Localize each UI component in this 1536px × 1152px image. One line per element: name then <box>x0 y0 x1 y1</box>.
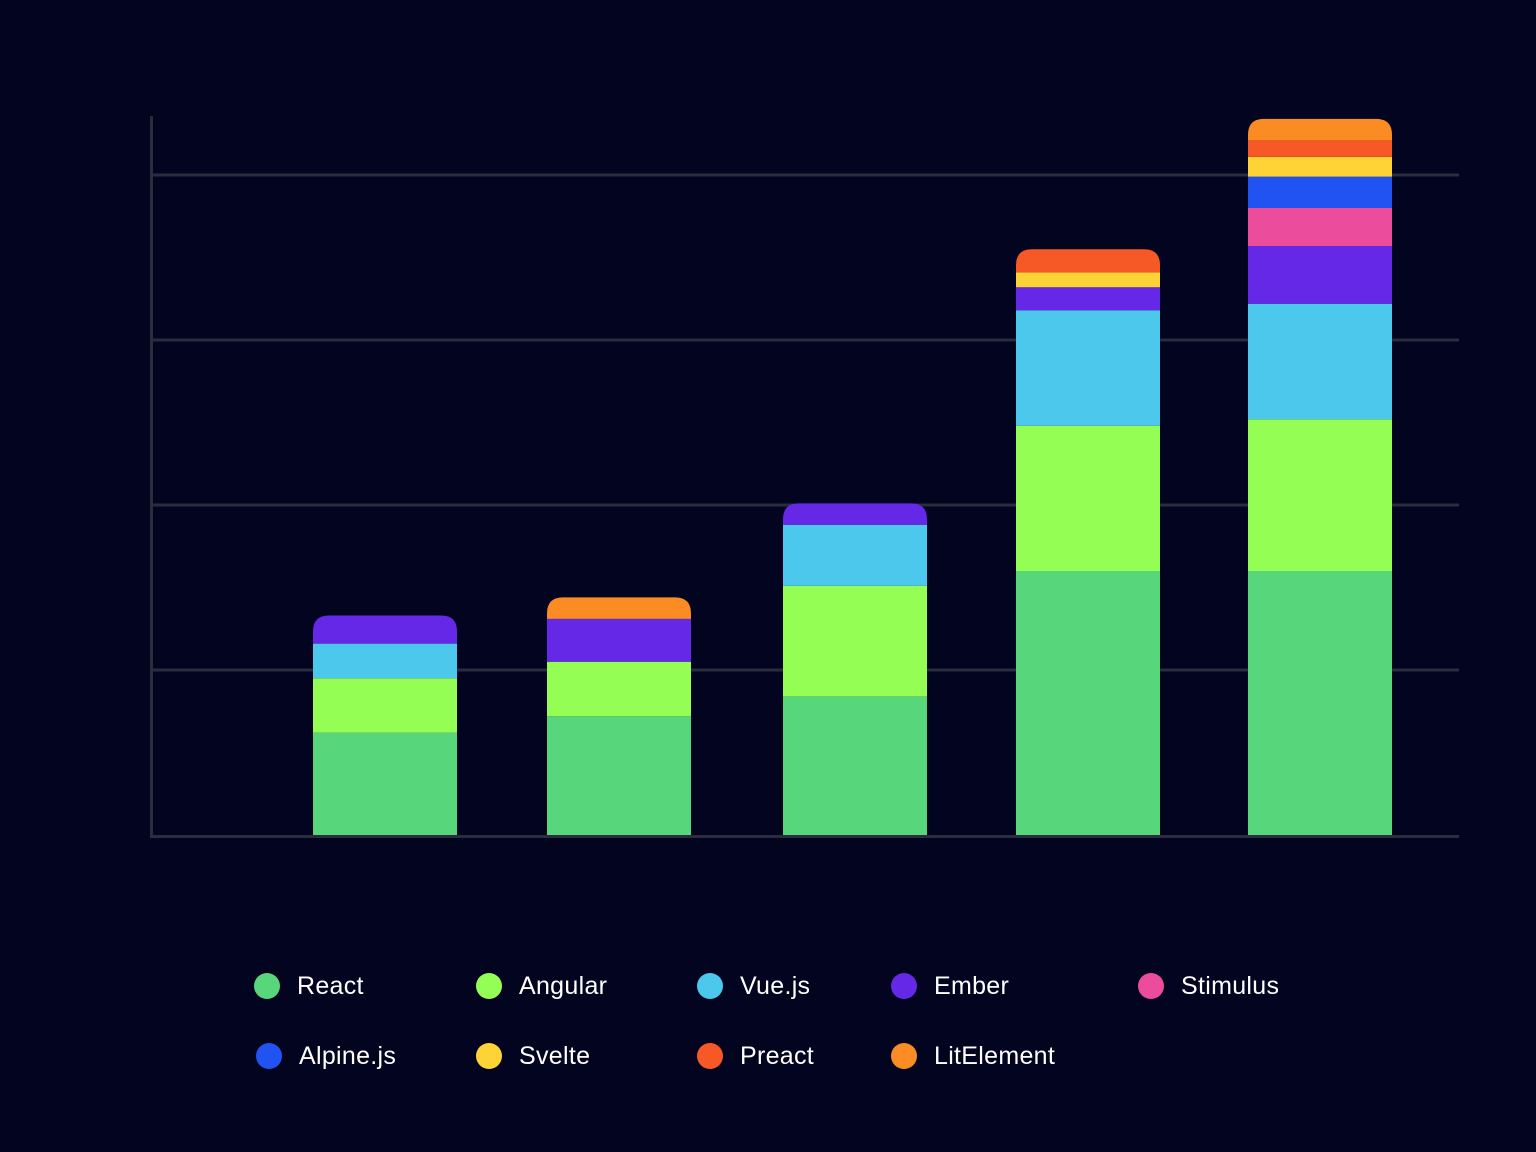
legend-swatch <box>891 1043 917 1069</box>
legend-label: Stimulus <box>1181 971 1280 1000</box>
bar-segment-ember <box>783 503 927 525</box>
legend-swatch <box>1138 973 1164 999</box>
legend-swatch <box>891 973 917 999</box>
legend-label: Vue.js <box>740 971 811 1000</box>
bar-segment-ember <box>547 618 691 662</box>
legend-label: LitElement <box>934 1041 1056 1070</box>
bar-segment-litelement <box>547 597 691 619</box>
bar-segment-react <box>1248 571 1392 835</box>
bar-segment-vuejs <box>783 524 927 586</box>
bar-segment-preact <box>1248 140 1392 157</box>
legend-item-vuejs: Vue.js <box>697 970 810 1002</box>
bar-segment-ember <box>1248 245 1392 304</box>
legend-label: React <box>297 971 364 1000</box>
bar-stack <box>1248 118 1392 835</box>
legend-swatch <box>697 973 723 999</box>
legend-item-stimulus: Stimulus <box>1138 970 1279 1002</box>
legend-label: Angular <box>519 971 608 1000</box>
bar-segment-svelte <box>1016 272 1160 288</box>
bars <box>313 118 1392 835</box>
bar-segment-angular <box>1248 419 1392 571</box>
bar-segment-svelte <box>1248 156 1392 177</box>
bar-segment-react <box>1016 571 1160 835</box>
legend-item-angular: Angular <box>476 970 607 1002</box>
bar-segment-litelement <box>1248 118 1392 141</box>
bar-segment-vuejs <box>313 643 457 679</box>
bar-segment-alpinejs <box>1248 176 1392 208</box>
bar-segment-preact <box>1016 249 1160 273</box>
bar-segment-angular <box>313 678 457 733</box>
bar-segment-vuejs <box>1248 303 1392 420</box>
legend-item-preact: Preact <box>697 1040 814 1072</box>
legend-swatch <box>476 1043 502 1069</box>
legend-item-ember: Ember <box>891 970 1009 1002</box>
legend-item-litelement: LitElement <box>891 1040 1055 1072</box>
bar-segment-react <box>547 716 691 835</box>
legend-label: Ember <box>934 971 1010 1000</box>
legend-swatch <box>254 973 280 999</box>
bar-stack <box>313 615 457 835</box>
legend-item-alpinejs: Alpine.js <box>256 1040 396 1072</box>
bar-stack <box>547 597 691 835</box>
legend-swatch <box>697 1043 723 1069</box>
legend-swatch <box>476 973 502 999</box>
bar-segment-ember <box>1016 287 1160 311</box>
bar-segment-react <box>313 732 457 835</box>
bar-segment-stimulus <box>1248 208 1392 246</box>
legend-label: Preact <box>740 1041 815 1070</box>
bar-stack <box>1016 249 1160 835</box>
legend-label: Alpine.js <box>299 1041 397 1070</box>
legend-swatch <box>256 1043 282 1069</box>
bar-segment-angular <box>547 661 691 717</box>
axes <box>150 116 1459 838</box>
legend-item-svelte: Svelte <box>476 1040 590 1072</box>
bar-segment-ember <box>313 615 457 644</box>
bar-segment-react <box>783 696 927 835</box>
bar-segment-angular <box>783 585 927 697</box>
stacked-bar-chart <box>150 116 1459 838</box>
bar-stack <box>783 503 927 835</box>
bar-segment-angular <box>1016 425 1160 571</box>
legend-item-react: React <box>254 970 364 1002</box>
bar-segment-vuejs <box>1016 310 1160 426</box>
legend-label: Svelte <box>519 1041 591 1070</box>
